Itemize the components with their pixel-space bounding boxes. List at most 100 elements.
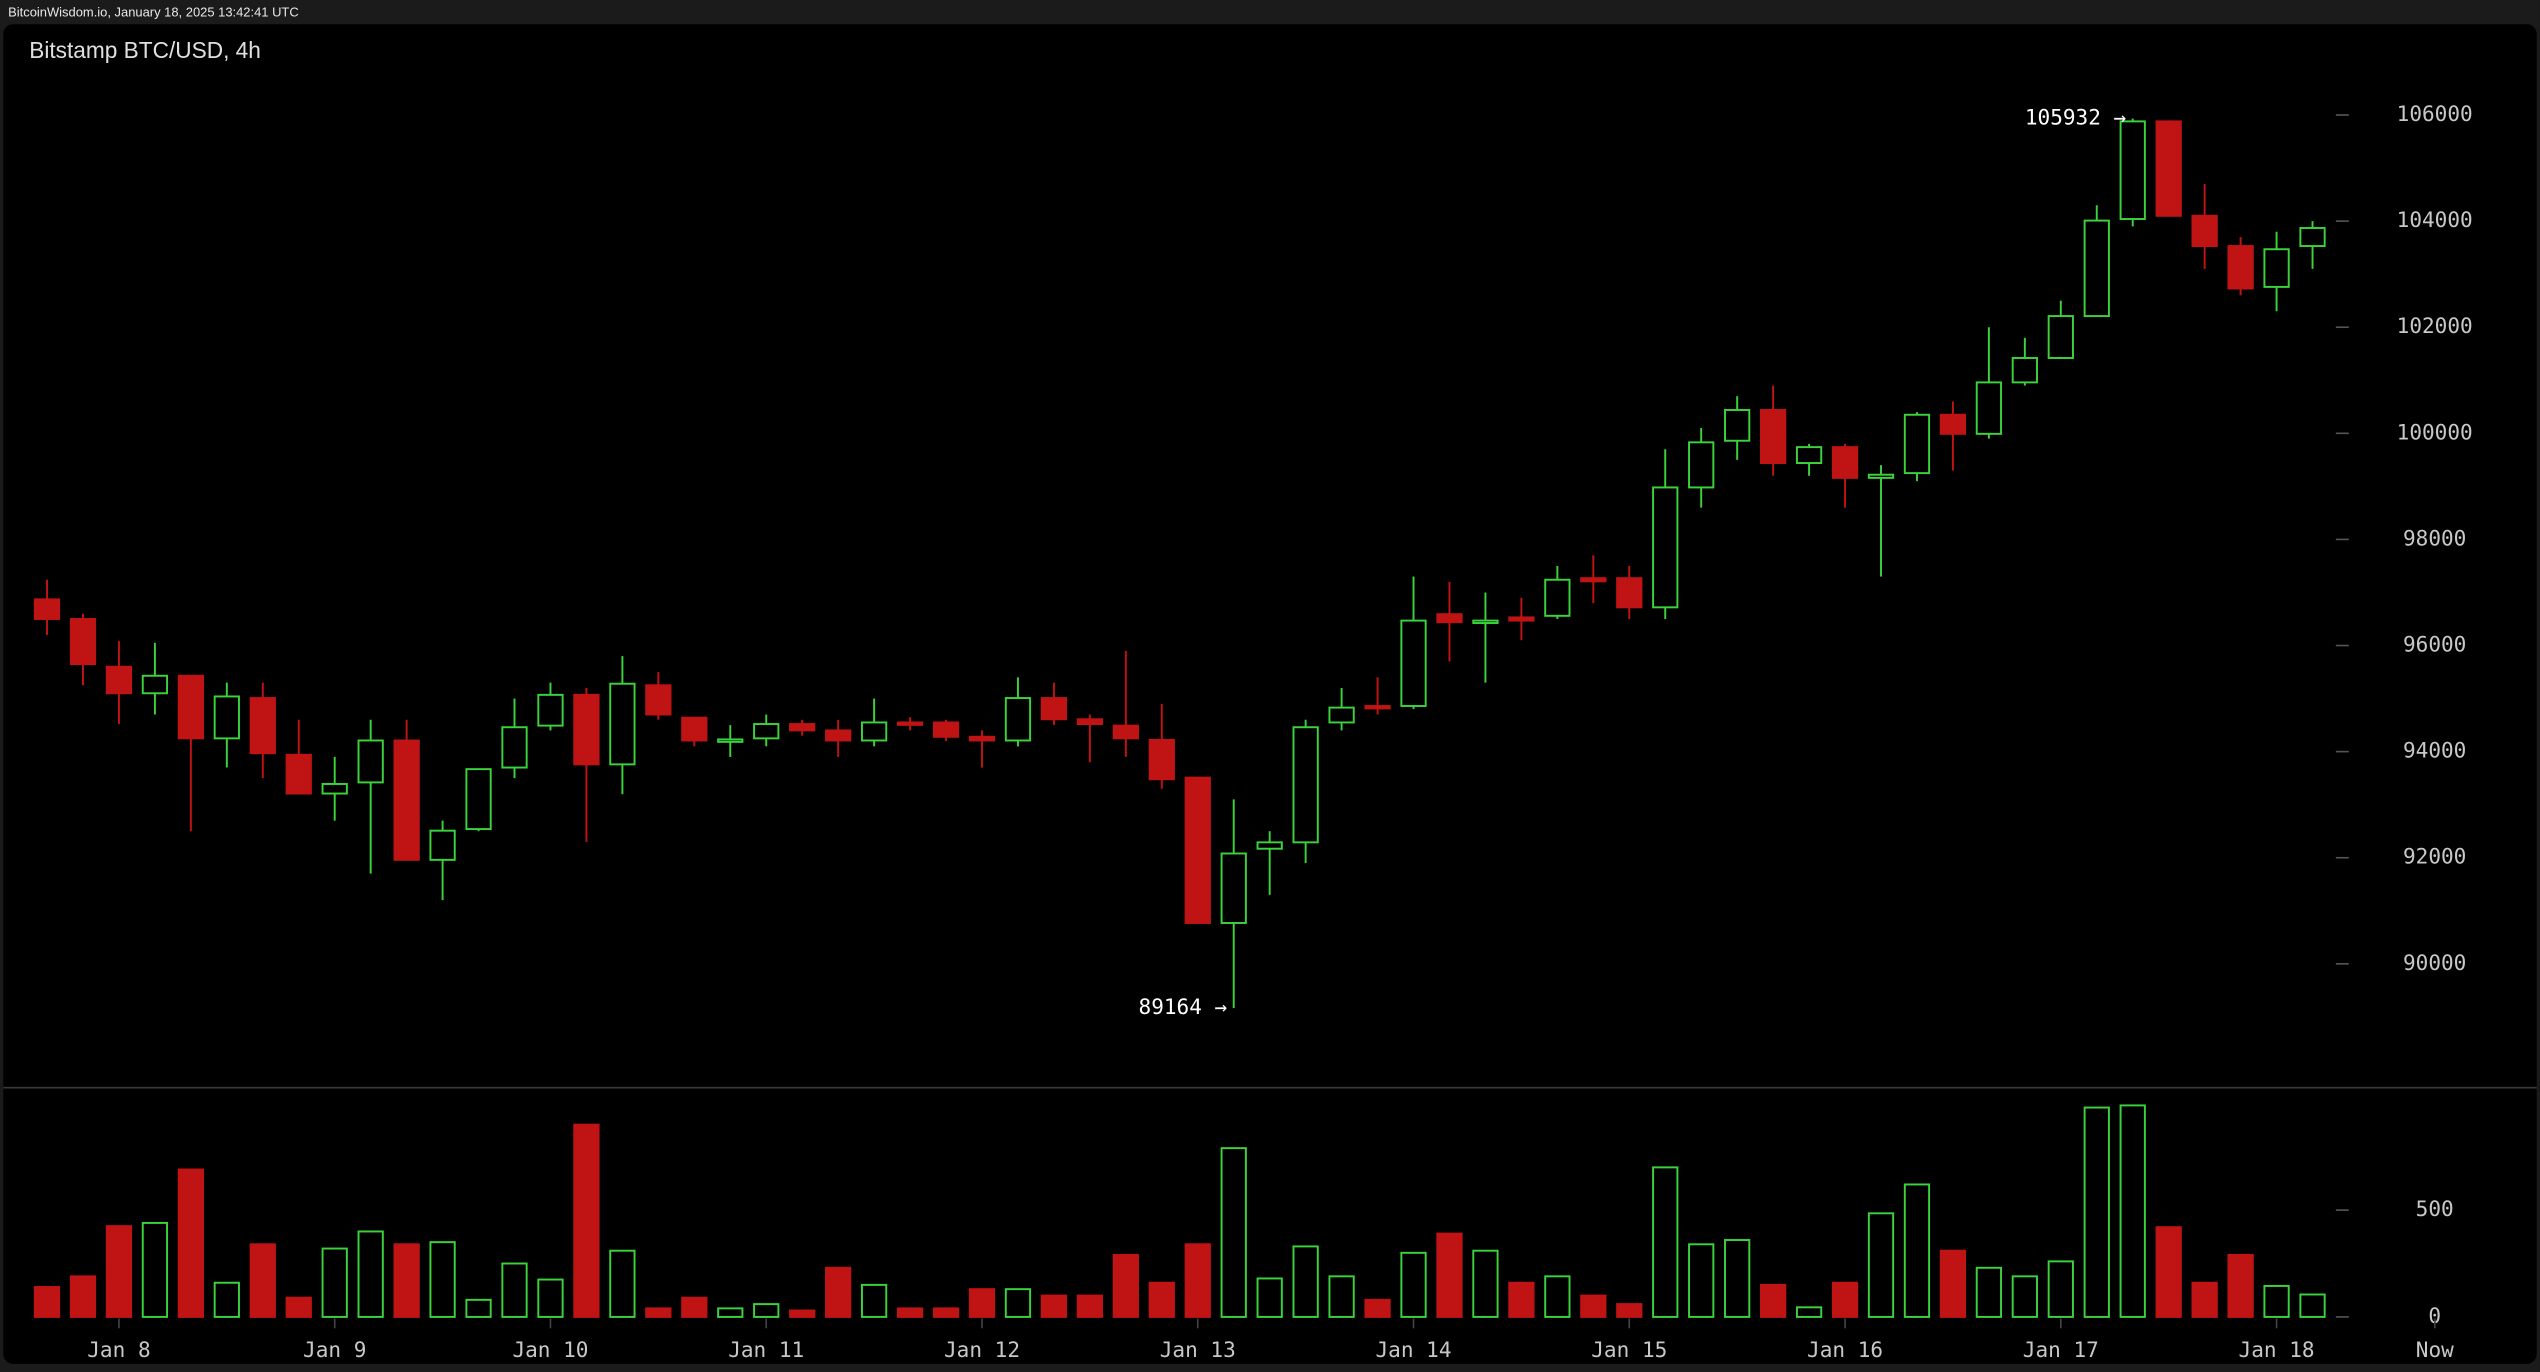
- volume-bar: [177, 1168, 204, 1318]
- volume-bar: [285, 1296, 312, 1318]
- volume-bar: [609, 1249, 636, 1318]
- candle-body: [1652, 486, 1679, 609]
- plot: 90000 92000 94000 96000 98000 100000 102000 104…: [33, 101, 2473, 1362]
- volume-bar: [2191, 1281, 2218, 1318]
- y-tick-label: 96000: [2403, 632, 2466, 657]
- volume-bar: [1759, 1283, 1787, 1318]
- candle-body: [2119, 120, 2146, 220]
- candle-body: [249, 697, 276, 755]
- candle-body: [717, 738, 744, 743]
- candle-body: [1472, 619, 1499, 624]
- candle-body: [2227, 245, 2254, 290]
- y-tick-label: 106000: [2397, 101, 2473, 126]
- candle-body: [465, 768, 492, 831]
- candle-body: [1256, 841, 1283, 850]
- x-tick-label: Jan 17: [2023, 1337, 2099, 1362]
- candle-body: [1148, 738, 1175, 781]
- volume-bar: [1148, 1281, 1175, 1318]
- volume-bar: [753, 1303, 780, 1318]
- candle-body: [860, 721, 888, 742]
- volume-bar: [1400, 1251, 1427, 1318]
- volume-bar: [465, 1298, 492, 1318]
- candle-body: [1508, 616, 1535, 622]
- candle-body: [357, 739, 384, 784]
- y-tick-label: 500: [2416, 1196, 2454, 1221]
- candle-body: [1867, 473, 1895, 479]
- candle-body: [1004, 697, 1032, 742]
- volume-bar: [1580, 1294, 1607, 1318]
- candle-body: [753, 723, 780, 740]
- volume-bar: [141, 1221, 169, 1318]
- x-tick-label: Jan 16: [1807, 1337, 1883, 1362]
- candle-body: [1975, 381, 2003, 435]
- candle-body: [1112, 724, 1139, 740]
- volume-bar: [1831, 1281, 1859, 1318]
- price-annotation: 89164 →: [1139, 994, 1228, 1019]
- volume-bar: [2299, 1293, 2326, 1318]
- candle-body: [105, 665, 133, 695]
- candle-body: [393, 739, 420, 861]
- volume-bar: [1328, 1275, 1355, 1318]
- candle-body: [2047, 315, 2074, 359]
- volume-bar: [33, 1286, 61, 1318]
- candle-body: [537, 693, 564, 727]
- volume-bar: [105, 1225, 133, 1318]
- candle-body: [932, 721, 960, 738]
- candle-body: [825, 729, 852, 742]
- candle-body: [789, 723, 816, 732]
- candle-body: [1831, 446, 1859, 479]
- candle-body: [2083, 219, 2110, 318]
- candle-body: [609, 682, 636, 766]
- price-annotation: 105932 →: [2025, 105, 2126, 130]
- candle-body: [2155, 120, 2182, 217]
- volume-bar: [393, 1243, 420, 1318]
- volume-bar: [1076, 1294, 1103, 1318]
- candle-body: [285, 753, 312, 795]
- y-tick-label: 100000: [2397, 419, 2473, 444]
- chart-panel: [3, 24, 2537, 1364]
- header-text: BitcoinWisdom.io, January 18, 2025 13:42…: [8, 4, 299, 19]
- candle-body: [1400, 619, 1427, 707]
- volume-bar: [681, 1296, 708, 1318]
- volume-bar: [2155, 1226, 2182, 1318]
- volume-bar: [932, 1307, 960, 1318]
- candle-body: [2299, 227, 2326, 248]
- y-tick-label: 94000: [2403, 738, 2466, 763]
- volume-bar: [1184, 1243, 1211, 1318]
- candle-body: [1759, 409, 1787, 465]
- x-tick-label: Jan 18: [2239, 1337, 2315, 1362]
- candle-body: [1903, 413, 1931, 475]
- volume-bar: [357, 1230, 384, 1318]
- y-tick-label: 102000: [2397, 313, 2473, 338]
- volume-bar: [1688, 1243, 1715, 1318]
- candle-body: [1580, 577, 1607, 583]
- volume-bar: [1256, 1277, 1283, 1318]
- candle-body: [1328, 706, 1355, 724]
- x-tick-label: Jan 14: [1376, 1337, 1452, 1362]
- volume-bar: [2227, 1253, 2254, 1318]
- volume-bar: [2011, 1275, 2038, 1318]
- candle-body: [1040, 697, 1068, 721]
- volume-bar: [1364, 1298, 1391, 1318]
- volume-bar: [1220, 1147, 1247, 1318]
- y-tick-label: 0: [2428, 1303, 2441, 1328]
- candle-body: [573, 693, 600, 766]
- volume-bar: [2047, 1260, 2074, 1318]
- x-tick-label: Jan 11: [728, 1337, 804, 1362]
- candle-body: [141, 674, 169, 695]
- volume-bar: [1724, 1239, 1751, 1318]
- volume-bar: [1975, 1266, 2003, 1318]
- x-tick-label: Jan 13: [1160, 1337, 1236, 1362]
- candle-body: [1616, 577, 1643, 609]
- volume-bar: [1112, 1253, 1139, 1318]
- volume-bar: [717, 1307, 744, 1318]
- volume-bar: [968, 1288, 996, 1318]
- candle-body: [501, 726, 528, 769]
- volume-bar: [2263, 1284, 2290, 1318]
- candle-body: [429, 829, 456, 861]
- volume-bar: [1795, 1306, 1823, 1318]
- volume-bar: [321, 1247, 348, 1318]
- volume-bar: [1867, 1212, 1895, 1318]
- candle-body: [69, 618, 97, 666]
- volume-bar: [429, 1241, 456, 1318]
